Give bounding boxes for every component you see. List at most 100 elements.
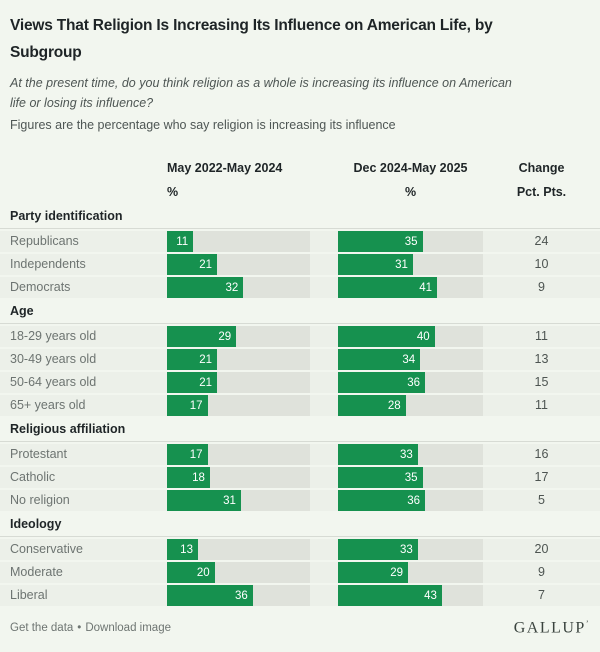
- bar-track-period1: 13: [167, 539, 310, 560]
- bar-fill-period2: 41: [338, 277, 438, 298]
- bar-value-period2: 40: [416, 330, 430, 343]
- bar-cell-period1: 17: [167, 444, 310, 465]
- section-header: Religious affiliation: [0, 420, 600, 442]
- column-header-period1: May 2022-May 2024: [167, 161, 283, 175]
- section-header: Age: [0, 302, 600, 324]
- bar-track-period2: 35: [338, 467, 483, 488]
- get-the-data-link[interactable]: Get the data: [10, 622, 74, 635]
- row-label: 30-49 years old: [10, 352, 97, 366]
- change-value: 15: [534, 375, 549, 389]
- bar-value-period2: 35: [404, 235, 418, 248]
- bar-track-period1: 31: [167, 490, 310, 511]
- section-label: Party identification: [10, 209, 123, 223]
- bar-cell-period2: 28: [338, 395, 483, 416]
- unit-period1: %: [167, 185, 179, 199]
- bar-value-period2: 31: [395, 258, 408, 271]
- bar-value-period1: 21: [199, 353, 213, 366]
- bar-value-period2: 28: [387, 399, 401, 412]
- bar-track-period2: 33: [338, 444, 483, 465]
- bar-cell-period1: 11: [167, 231, 310, 252]
- row-label: Conservative: [10, 542, 83, 556]
- change-value: 5: [538, 493, 545, 507]
- bar-value-period1: 32: [225, 281, 239, 294]
- table-row: Conservative 13 33 20: [0, 539, 600, 560]
- bar-fill-period2: 40: [338, 326, 435, 347]
- table-row: Protestant 17 33 16: [0, 444, 600, 465]
- bar-value-period1: 29: [218, 330, 232, 343]
- bar-value-period2: 33: [399, 448, 413, 461]
- bar-value-period2: 41: [419, 281, 433, 294]
- row-label: Protestant: [10, 447, 67, 461]
- question-line-1: At the present time, do you think religi…: [10, 76, 512, 90]
- download-image-link[interactable]: Download image: [85, 622, 171, 635]
- bar-cell-period2: 35: [338, 231, 483, 252]
- row-label: 18-29 years old: [10, 329, 97, 343]
- change-value: 9: [538, 280, 545, 294]
- table-row: Independents 21 31 10: [0, 254, 600, 275]
- bar-cell-period2: 43: [338, 585, 483, 606]
- title-line-1: Views That Religion Is Increasing Its In…: [10, 17, 493, 34]
- bar-track-period1: 11: [167, 231, 310, 252]
- bar-track-period2: 28: [338, 395, 483, 416]
- bar-track-period2: 31: [338, 254, 483, 275]
- gallup-logo: GALLUPʼ: [514, 619, 590, 637]
- bar-fill-period2: 33: [338, 539, 418, 560]
- page-title: Views That Religion Is Increasing Its In…: [10, 12, 590, 66]
- unit-change: Pct. Pts.: [516, 185, 567, 199]
- bar-cell-period2: 33: [338, 539, 483, 560]
- bar-fill-period2: 31: [338, 254, 413, 275]
- column-header-period2: Dec 2024-May 2025: [353, 161, 468, 175]
- bar-track-period2: 43: [338, 585, 483, 606]
- table-row: Moderate 20 29 9: [0, 562, 600, 583]
- bar-value-period1: 21: [199, 258, 213, 271]
- footer-links: Get the data • Download image: [10, 622, 171, 634]
- bar-cell-period1: 21: [167, 349, 310, 370]
- column-header-change: Change: [518, 161, 565, 175]
- column-unit-row: % % Pct. Pts.: [0, 185, 600, 199]
- bar-fill-period2: 36: [338, 372, 425, 393]
- title-line-2: Subgroup: [10, 44, 82, 61]
- question-line-2: life or losing its influence?: [10, 96, 154, 110]
- column-header-row: May 2022-May 2024 Dec 2024-May 2025 Chan…: [0, 161, 600, 175]
- bar-cell-period2: 34: [338, 349, 483, 370]
- bar-cell-period1: 32: [167, 277, 310, 298]
- bar-track-period1: 17: [167, 444, 310, 465]
- bar-track-period1: 29: [167, 326, 310, 347]
- bar-cell-period1: 17: [167, 395, 310, 416]
- bar-value-period1: 17: [189, 399, 203, 412]
- change-value: 7: [538, 588, 545, 602]
- bar-track-period1: 21: [167, 372, 310, 393]
- change-value: 11: [535, 329, 548, 343]
- row-label: Catholic: [10, 470, 56, 484]
- bar-value-period2: 36: [407, 376, 420, 389]
- bar-value-period1: 31: [223, 494, 236, 507]
- bar-fill-period1: 18: [167, 467, 210, 488]
- bar-cell-period1: 18: [167, 467, 310, 488]
- bar-value-period2: 36: [407, 494, 420, 507]
- row-label: 65+ years old: [10, 398, 86, 412]
- change-value: 11: [535, 398, 548, 412]
- bar-value-period1: 21: [199, 376, 213, 389]
- bar-fill-period1: 21: [167, 254, 218, 275]
- bar-value-period1: 20: [196, 566, 210, 579]
- bar-fill-period2: 35: [338, 231, 423, 252]
- bar-value-period1: 11: [176, 235, 189, 248]
- bar-cell-period2: 36: [338, 490, 483, 511]
- bar-cell-period1: 36: [167, 585, 310, 606]
- bar-cell-period2: 41: [338, 277, 483, 298]
- section-label: Age: [10, 304, 34, 318]
- gallup-logo-text: GALLUP: [513, 619, 586, 637]
- bar-value-period2: 29: [390, 566, 404, 579]
- bar-track-period1: 32: [167, 277, 310, 298]
- bar-track-period1: 17: [167, 395, 310, 416]
- bar-cell-period2: 31: [338, 254, 483, 275]
- bar-track-period2: 40: [338, 326, 483, 347]
- bar-fill-period2: 43: [338, 585, 442, 606]
- section-header: Ideology: [0, 515, 600, 537]
- bar-track-period1: 21: [167, 254, 310, 275]
- bar-cell-period1: 13: [167, 539, 310, 560]
- bar-value-period1: 36: [235, 589, 248, 602]
- bar-fill-period1: 32: [167, 277, 244, 298]
- bar-value-period1: 13: [180, 543, 193, 556]
